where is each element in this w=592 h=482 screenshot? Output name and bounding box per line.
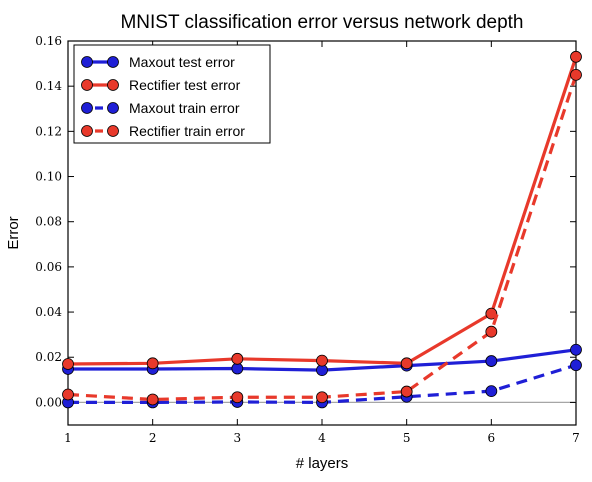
data-point [485,385,498,398]
y-tick-label: 0.14 [35,79,62,93]
legend-item: Maxout test error [81,54,235,70]
x-tick-label: 2 [149,431,157,445]
y-tick-label: 0.10 [35,170,62,184]
data-point [570,68,582,81]
legend-marker [81,56,93,68]
x-tick-label: 6 [488,431,496,445]
legend: Maxout test error Rectifier test error Max… [73,44,271,144]
series-layer [62,50,582,409]
data-point [485,355,498,367]
data-point [485,307,498,320]
data-point [146,393,159,406]
data-point [400,357,413,370]
data-point [146,357,159,370]
legend-marker [81,102,93,114]
data-point [62,358,74,370]
legend-marker [107,56,119,68]
legend-marker [81,125,93,137]
y-axis-label: Error [5,216,22,249]
y-tick-label: 0.12 [35,124,62,138]
data-point [62,388,74,401]
data-point [570,343,582,356]
legend-item: Rectifier train error [81,123,245,139]
legend-marker [107,125,119,137]
x-tick-label: 7 [572,431,580,445]
chart-title: MNIST classification error versus networ… [120,12,523,33]
x-axis-label: # layers [296,455,349,472]
data-point [231,352,244,365]
legend-label: Rectifier train error [129,123,245,139]
legend-marker [107,102,119,114]
y-tick-label: 0.08 [35,215,62,229]
data-point [231,391,244,404]
series-rectifier-train-error [62,68,582,406]
legend-marker [107,79,119,91]
x-tick-label: 5 [403,431,411,445]
x-tick-label: 3 [234,431,242,445]
data-point [316,354,328,367]
y-tick-label: 0.16 [35,34,62,48]
legend-label: Maxout test error [129,54,235,70]
x-tick-label: 1 [64,431,72,445]
legend-item: Maxout train error [81,100,240,116]
data-point [316,391,328,404]
x-tick-label: 4 [318,431,326,445]
y-tick-label: 0.06 [35,260,62,274]
legend-marker [81,79,93,91]
y-tick-label: 0.04 [35,305,62,319]
y-tick-label: 0.02 [35,350,62,364]
legend-item: Rectifier test error [81,77,241,93]
series-rectifier-test-error [62,50,582,370]
y-tick-label: 0.00 [35,395,62,409]
data-point [570,50,582,63]
data-point [400,385,413,398]
legend-label: Maxout train error [129,100,240,116]
legend-label: Rectifier test error [129,77,241,93]
data-point [570,359,582,372]
axis-ticks: 1 2 3 4 5 6 7 0.00 0.02 0.04 0.06 0.08 0.10 0.12 0.14 0… [35,34,580,445]
data-point [485,325,498,338]
